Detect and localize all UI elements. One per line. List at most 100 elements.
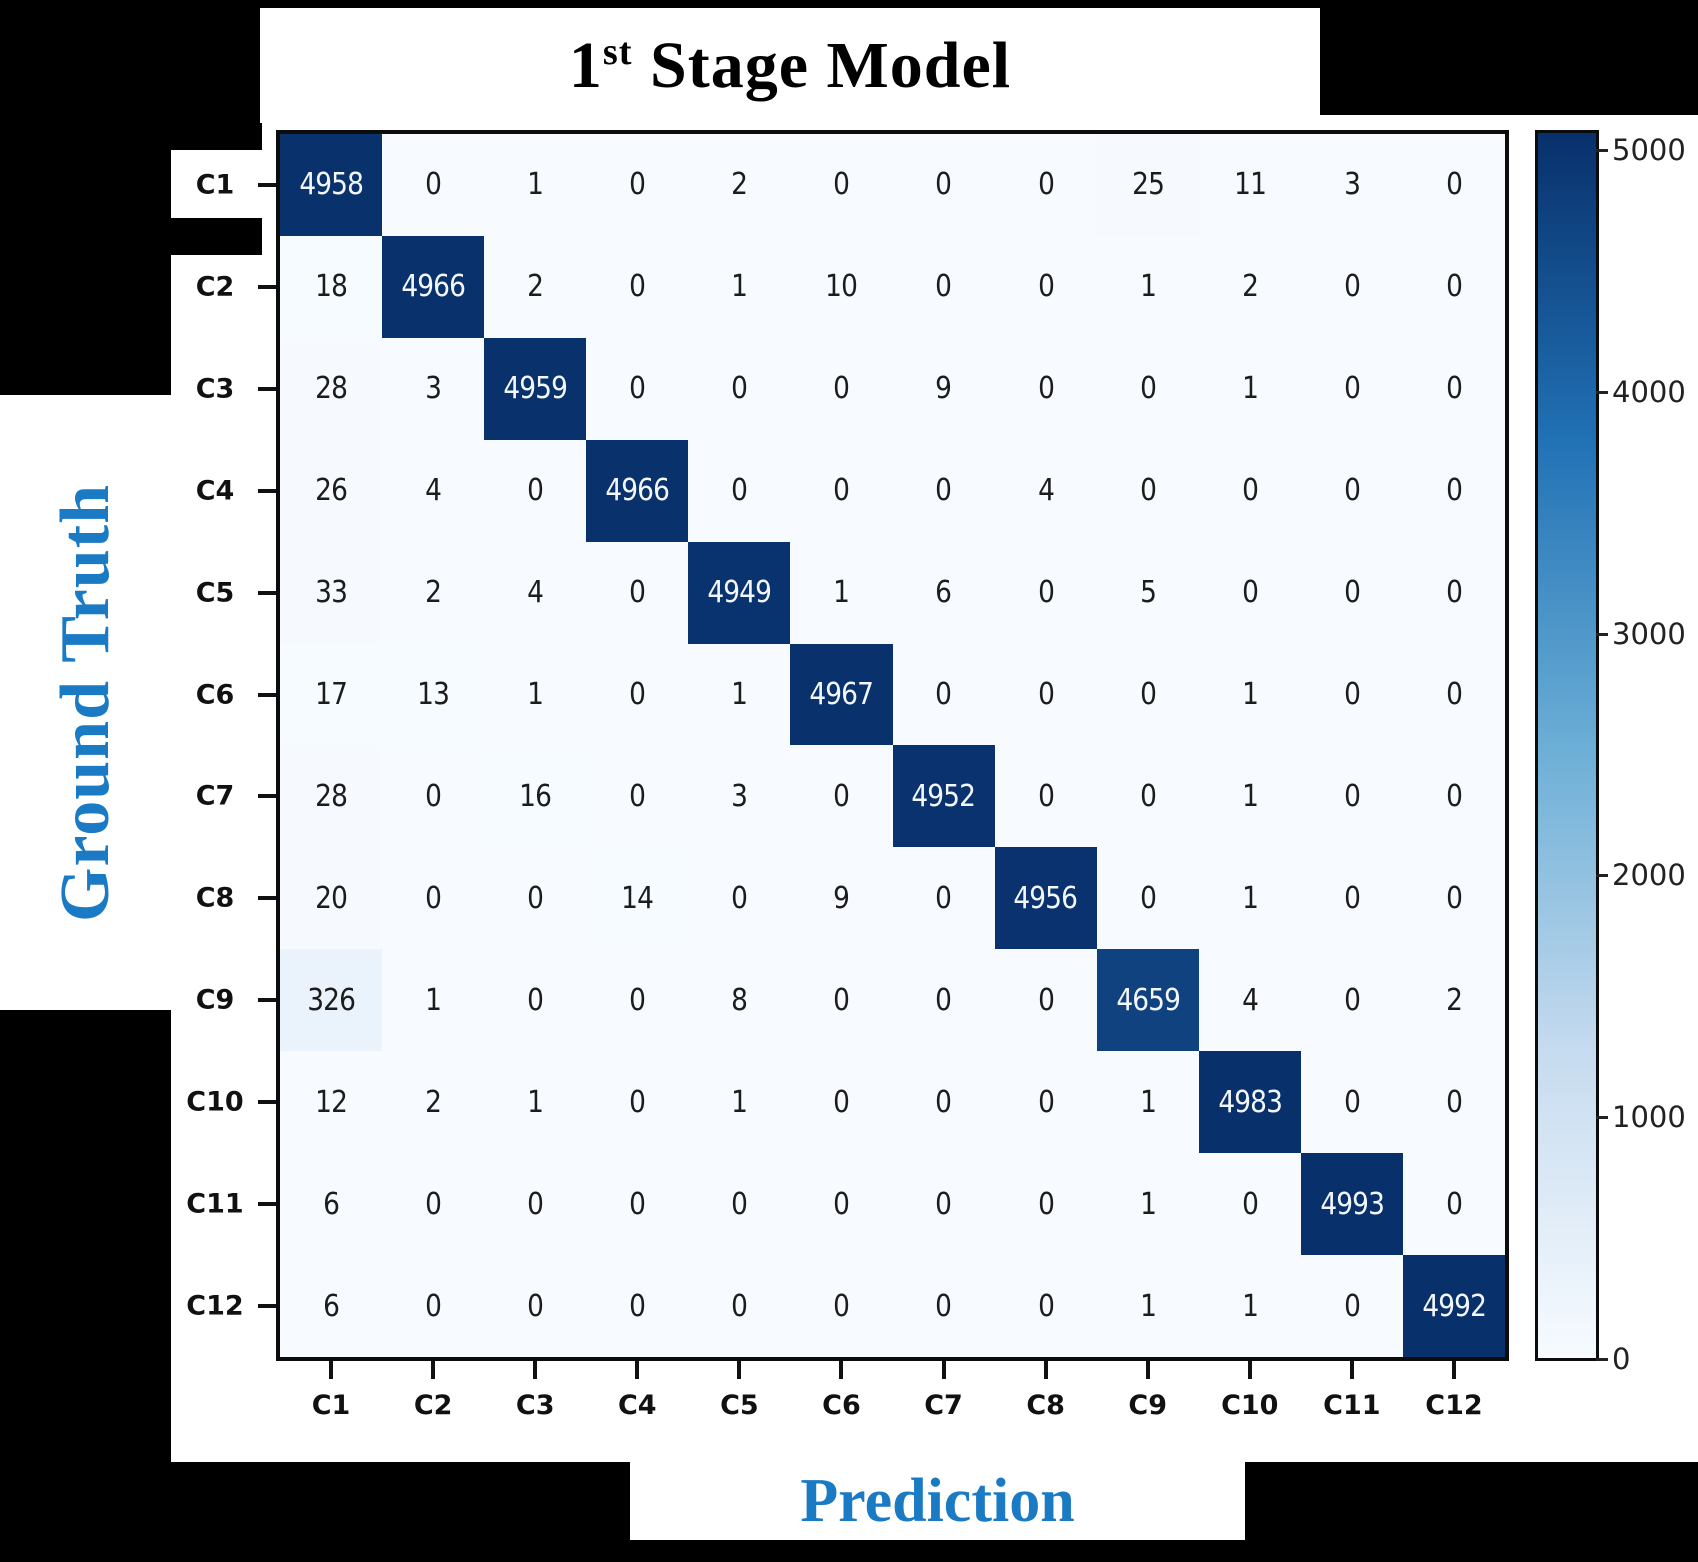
matrix-cell: 9: [892, 337, 995, 440]
x-tick-mark: [737, 1361, 742, 1379]
cell-value: 0: [935, 1186, 953, 1222]
x-tick-mark: [1451, 1361, 1456, 1379]
matrix-cell: 0: [688, 337, 791, 440]
cell-value: 0: [1343, 473, 1361, 509]
cell-value: 4: [425, 473, 442, 509]
cell-value: 2: [425, 1084, 442, 1120]
cell-value: 1: [1241, 1288, 1259, 1324]
cell-value: 14: [621, 880, 654, 916]
cell-value: 5: [1139, 575, 1157, 611]
colorbar-tick-mark: [1596, 390, 1608, 394]
matrix-cell: 0: [994, 643, 1097, 746]
cell-value: 0: [425, 1186, 442, 1222]
cell-value: 4993: [1320, 1186, 1385, 1222]
cell-value: 0: [527, 1186, 544, 1222]
y-tick-label: C7: [195, 780, 235, 812]
matrix-cell: 0: [1402, 847, 1505, 950]
x-axis-label: Prediction: [800, 1467, 1075, 1535]
matrix-cell: 0: [1402, 134, 1505, 236]
y-tick-mark: [258, 1202, 276, 1207]
matrix-cell: 0: [994, 337, 1097, 440]
matrix-cell: 0: [484, 847, 587, 950]
cell-value: 4956: [1013, 880, 1079, 916]
cell-value: 3: [1343, 167, 1361, 203]
matrix-cell: 20: [280, 847, 383, 950]
cell-value: 0: [1445, 1186, 1463, 1222]
cell-value: 0: [1241, 1186, 1259, 1222]
cell-value: 0: [629, 1288, 646, 1324]
x-axis-label-box: Prediction: [630, 1462, 1245, 1540]
y-tick-mark: [258, 1100, 276, 1105]
cell-value: 0: [1445, 1084, 1463, 1120]
x-tick-mark: [839, 1361, 844, 1379]
cell-value: 18: [315, 269, 348, 305]
matrix-cell: 0: [1402, 337, 1505, 440]
matrix-cell: 0: [892, 1051, 995, 1154]
cell-value: 4992: [1422, 1288, 1487, 1324]
cell-value: 2: [731, 167, 748, 203]
x-tick-label: C2: [413, 1390, 453, 1421]
cell-value: 4952: [911, 778, 977, 814]
y-tick-label: C5: [195, 577, 235, 609]
matrix-cell: 28: [280, 337, 383, 440]
cell-value: 0: [1037, 1186, 1055, 1222]
matrix-cell: 0: [1096, 745, 1199, 848]
matrix-cell: 0: [994, 134, 1097, 236]
y-tick-mark: [258, 998, 276, 1003]
matrix-cell: 0: [586, 949, 689, 1052]
cell-value: 0: [629, 575, 646, 611]
cell-value: 0: [833, 1186, 850, 1222]
matrix-cell: 0: [1300, 643, 1403, 746]
matrix-cell: 0: [1198, 1153, 1301, 1256]
matrix-cell: 0: [790, 949, 893, 1052]
matrix-cell: 4952: [892, 745, 995, 848]
matrix-cell: 1: [1198, 643, 1301, 746]
cell-value: 10: [825, 269, 859, 305]
title-box: 1st Stage Model: [260, 8, 1320, 123]
colorbar-tick-label: 5000: [1612, 133, 1686, 168]
matrix-cell: 4949: [688, 541, 791, 644]
colorbar-tick-mark: [1596, 149, 1608, 153]
matrix-cell: 0: [688, 847, 791, 950]
x-tick-mark: [1349, 1361, 1354, 1379]
heatmap-grid: 4958 0 1 0 2 0 0 0 25 11 3 0 18 4966 2 0 1 10 0 0 1 2 0 0 28 3 495…: [276, 130, 1509, 1361]
title-rest: Stage Model: [632, 28, 1012, 102]
cell-value: 0: [527, 880, 544, 916]
matrix-cell: 1: [1096, 1255, 1199, 1357]
matrix-cell: 0: [484, 949, 587, 1052]
y-tick-mark: [258, 692, 276, 697]
cell-value: 4949: [707, 575, 773, 611]
matrix-cell: 14: [586, 847, 689, 950]
matrix-cell: 0: [1096, 643, 1199, 746]
matrix-cell: 0: [1096, 439, 1199, 542]
x-tick-label: C11: [1323, 1390, 1381, 1421]
cell-value: 0: [1445, 880, 1463, 916]
x-tick-label: C10: [1221, 1390, 1279, 1421]
matrix-cell: 0: [586, 643, 689, 746]
y-tick-label: C10: [186, 1086, 244, 1118]
y-tick-label: C11: [186, 1188, 244, 1220]
matrix-cell: 0: [892, 847, 995, 950]
cell-value: 20: [315, 880, 348, 916]
cell-value: 0: [935, 269, 953, 305]
y-tick-mark: [258, 590, 276, 595]
matrix-cell: 8: [688, 949, 791, 1052]
matrix-cell: 0: [484, 1255, 587, 1357]
matrix-cell: 0: [1402, 439, 1505, 542]
colorbar-tick-label: 2000: [1612, 858, 1686, 893]
cell-value: 1: [731, 677, 748, 713]
cell-value: 11: [1233, 167, 1267, 203]
x-tick-label: C5: [720, 1390, 759, 1421]
cell-value: 0: [833, 778, 850, 814]
matrix-cell: 13: [382, 643, 485, 746]
matrix-cell: 9: [790, 847, 893, 950]
cell-value: 0: [1037, 1288, 1055, 1324]
matrix-cell: 1: [484, 134, 587, 236]
x-tick-mark: [1043, 1361, 1048, 1379]
cell-value: 0: [833, 167, 850, 203]
matrix-cell: 0: [688, 1255, 791, 1357]
chart-title: 1st Stage Model: [569, 28, 1011, 104]
cell-value: 0: [1445, 575, 1463, 611]
cell-value: 0: [425, 1288, 442, 1324]
